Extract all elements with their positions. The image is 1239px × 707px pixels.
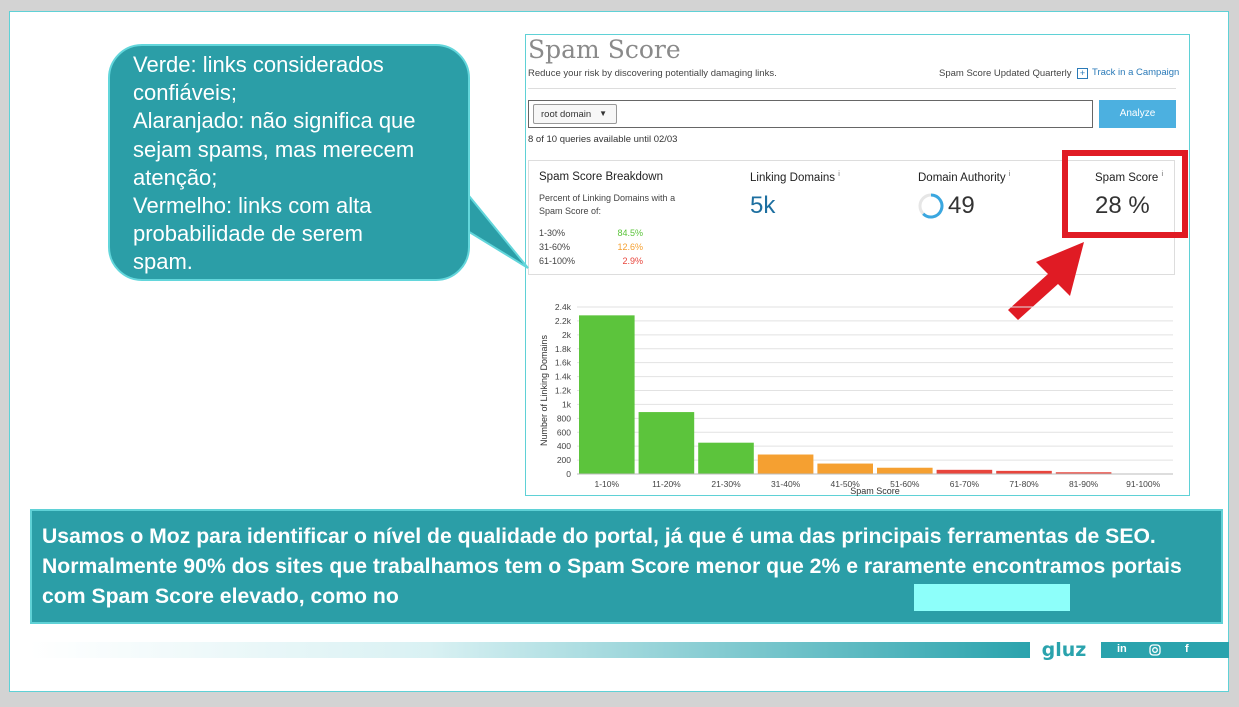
breakdown-desc: Percent of Linking Domains with a Spam S… bbox=[539, 193, 676, 216]
scope-select[interactable]: root domain ▼ bbox=[533, 104, 617, 124]
footer-bar bbox=[30, 642, 1030, 658]
linking-domains-value: 5k bbox=[750, 192, 776, 219]
y-tick-label: 0 bbox=[566, 469, 571, 479]
y-tick-label: 400 bbox=[557, 441, 571, 451]
y-tick-label: 1.4k bbox=[555, 372, 572, 382]
facebook-icon[interactable]: f bbox=[1185, 643, 1189, 655]
y-tick-label: 1.2k bbox=[555, 386, 572, 396]
bar bbox=[1055, 472, 1112, 474]
caption-text: Usamos o Moz para identificar o nível de… bbox=[42, 525, 1182, 608]
social-bar: in f bbox=[1101, 642, 1229, 658]
spam-score-label: Spam Score i bbox=[1095, 171, 1164, 184]
y-tick-label: 1.8k bbox=[555, 344, 572, 354]
track-label: Track in a Campaign bbox=[1092, 67, 1180, 78]
y-tick-label: 1.6k bbox=[555, 358, 572, 368]
y-tick-label: 200 bbox=[557, 455, 571, 465]
x-axis-label: Spam Score bbox=[850, 486, 900, 496]
scope-select-value: root domain bbox=[541, 109, 592, 120]
speech-bubble bbox=[108, 44, 470, 281]
bar bbox=[579, 315, 635, 474]
y-axis-label: Number of Linking Domains bbox=[539, 334, 549, 446]
x-tick-label: 1-10% bbox=[595, 479, 620, 489]
updated-note: Spam Score Updated Quarterly bbox=[939, 68, 1072, 79]
x-tick-label: 51-60% bbox=[890, 479, 920, 489]
breakdown-range: 31-60% bbox=[539, 242, 571, 252]
domain-authority-value: 49 bbox=[948, 192, 975, 219]
y-tick-label: 800 bbox=[557, 413, 571, 423]
breakdown-value: 2.9% bbox=[622, 256, 643, 266]
x-tick-label: 61-70% bbox=[950, 479, 980, 489]
bar bbox=[817, 463, 873, 474]
y-tick-label: 2k bbox=[562, 330, 572, 340]
domain-authority-label: Domain Authority i bbox=[918, 171, 1011, 184]
info-icon[interactable]: i bbox=[1161, 171, 1164, 178]
y-tick-label: 2.4k bbox=[555, 302, 572, 312]
bar bbox=[877, 467, 933, 474]
spam-score-value: 28 % bbox=[1095, 192, 1150, 219]
panel-title: Spam Score bbox=[528, 35, 681, 64]
breakdown-value: 84.5% bbox=[617, 228, 643, 238]
y-tick-label: 1k bbox=[562, 399, 572, 409]
linkedin-icon[interactable]: in bbox=[1117, 643, 1127, 655]
metrics-box bbox=[528, 160, 1175, 275]
instagram-icon[interactable] bbox=[1149, 642, 1161, 659]
queries-remaining: 8 of 10 queries available until 02/03 bbox=[528, 134, 678, 145]
breakdown-range: 1-30% bbox=[539, 228, 566, 238]
x-tick-label: 91-100% bbox=[1126, 479, 1160, 489]
gluz-logo: gluz bbox=[1033, 640, 1095, 660]
bubble-text: Verde: links considerados confiáveis; Al… bbox=[133, 52, 416, 275]
info-icon[interactable]: i bbox=[1008, 171, 1011, 178]
caret-down-icon: ▼ bbox=[599, 109, 607, 118]
x-tick-label: 21-30% bbox=[711, 479, 741, 489]
highlight-box bbox=[1062, 150, 1188, 238]
spam-score-chart: 0 200 400 600 800 1k 1.2k 1.4k 1.6k 1.8k 2k 2.2k 2.4… bbox=[539, 302, 1173, 496]
bar bbox=[996, 470, 1052, 474]
breakdown-title: Spam Score Breakdown bbox=[539, 171, 664, 183]
bar bbox=[698, 442, 754, 474]
plus-icon: + bbox=[1077, 68, 1088, 79]
y-tick-label: 600 bbox=[557, 427, 571, 437]
breakdown-value: 12.6% bbox=[617, 242, 643, 252]
bar bbox=[757, 454, 814, 474]
red-arrow-icon bbox=[1008, 242, 1084, 320]
x-tick-label: 81-90% bbox=[1069, 479, 1099, 489]
bar bbox=[936, 469, 993, 474]
bar bbox=[638, 412, 695, 474]
analyze-button[interactable]: Analyze bbox=[1099, 100, 1176, 128]
breakdown-range: 61-100% bbox=[539, 256, 576, 266]
panel-subtitle: Reduce your risk by discovering potentia… bbox=[528, 68, 777, 79]
x-tick-label: 41-50% bbox=[831, 479, 861, 489]
redacted-block bbox=[914, 584, 1070, 611]
info-icon[interactable]: i bbox=[838, 171, 840, 178]
track-campaign-link[interactable]: + Track in a Campaign bbox=[1077, 67, 1179, 79]
y-tick-label: 2.2k bbox=[555, 316, 572, 326]
url-input[interactable] bbox=[528, 100, 1093, 128]
divider bbox=[528, 88, 1176, 89]
x-tick-label: 71-80% bbox=[1009, 479, 1039, 489]
x-tick-label: 31-40% bbox=[771, 479, 801, 489]
authority-ring-icon bbox=[918, 193, 944, 219]
linking-domains-label: Linking Domains i bbox=[750, 171, 840, 184]
x-tick-label: 11-20% bbox=[652, 479, 681, 489]
